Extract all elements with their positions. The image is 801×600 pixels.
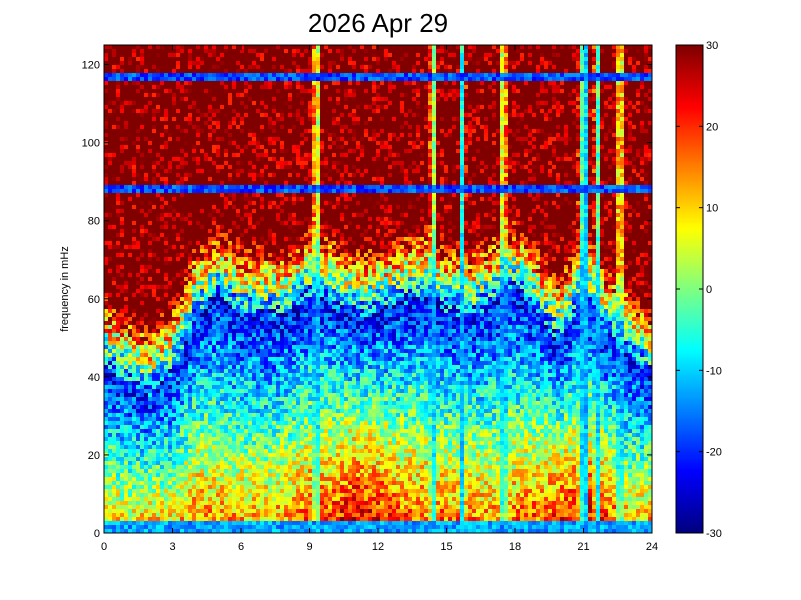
chart-title: 2026 Apr 29 [308,8,448,38]
y-tick-label: 20 [88,450,100,462]
x-tick-label: 21 [577,541,589,553]
colorbar-tick-label: -30 [706,528,722,540]
y-tick-label: 40 [88,372,100,384]
x-tick-label: 12 [372,541,384,553]
y-tick-label: 0 [94,528,100,540]
colorbar-tick-label: -20 [706,447,722,459]
x-tick-label: 18 [509,541,521,553]
x-tick-label: 24 [646,541,658,553]
y-axis: 0 20 40 60 80 100 120 [82,60,652,540]
y-tick-label: 120 [82,60,100,72]
x-tick-label: 9 [306,541,312,553]
x-tick-label: 3 [169,541,175,553]
y-axis-label: frequency in mHz [59,246,71,332]
colorbar-tick-label: 10 [706,203,718,215]
y-tick-label: 100 [82,138,100,150]
x-axis: 0 3 6 9 12 15 18 21 24 [101,45,658,553]
colorbar-tick-label: 30 [706,40,718,52]
x-tick-label: 15 [440,541,452,553]
y-tick-label: 80 [88,216,100,228]
colorbar-ticks: -30 -20 -10 0 10 20 30 [676,40,722,540]
x-tick-label: 6 [238,541,244,553]
colorbar-tick-label: -10 [706,365,722,377]
colorbar-gradient [676,45,703,533]
colorbar [676,45,703,533]
colorbar-tick-label: 0 [706,284,712,296]
x-tick-label: 0 [101,541,107,553]
heatmap-cells [104,45,652,533]
spectrogram-heatmap [104,45,652,533]
colorbar-tick-label: 20 [706,121,718,133]
y-tick-label: 60 [88,294,100,306]
